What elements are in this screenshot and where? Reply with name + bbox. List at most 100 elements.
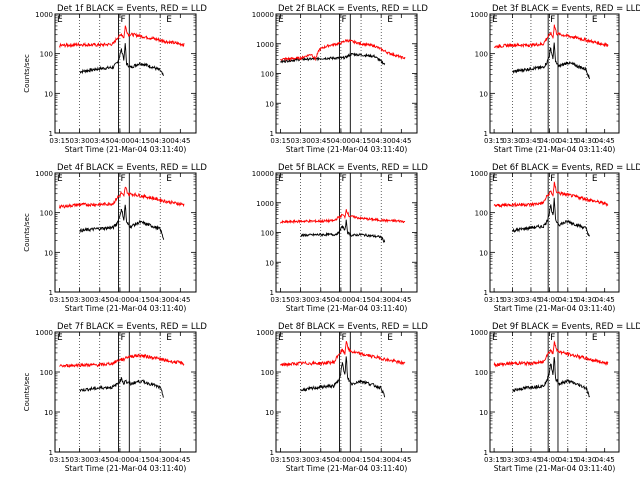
y-tick-label: 1000	[35, 170, 53, 178]
panel-det-5: Det 5f BLACK = Events, RED = LLD 1 10 100 10…	[252, 163, 429, 313]
y-tick-label: 10	[44, 90, 53, 98]
y-tick-label: 10	[265, 100, 274, 108]
lld-series-line	[59, 186, 185, 210]
axes-frame	[54, 13, 197, 134]
x-tick-label: 04:45	[595, 137, 615, 145]
y-tick-label: 100	[40, 210, 53, 218]
x-axis-label: Start Time (21-Mar-04 03:11:40)	[494, 145, 616, 154]
x-tick-label: 04:00	[331, 456, 351, 464]
x-axis-label: Start Time (21-Mar-04 03:11:40)	[65, 145, 187, 154]
y-tick-label: 100	[475, 51, 488, 59]
panel-title: Det 2f BLACK = Events, RED = LLD	[278, 4, 428, 14]
y-tick-label: 1	[484, 449, 488, 457]
x-tick-label: 03:30	[502, 296, 522, 304]
x-tick-label: 03:45	[521, 296, 541, 304]
x-tick-label: 03:15	[270, 296, 290, 304]
interval-letter: E	[492, 333, 498, 343]
axes-frame	[489, 172, 620, 293]
panel-title: Det 1f BLACK = Events, RED = LLD	[57, 4, 207, 14]
y-tick-label: 1000	[256, 41, 274, 49]
panel-title: Det 5f BLACK = Events, RED = LLD	[278, 163, 428, 173]
interval-letter: F	[342, 174, 347, 184]
interval-letter: E	[492, 174, 498, 184]
axes-frame	[275, 172, 418, 293]
y-tick-label: 10	[44, 249, 53, 257]
interval-letter: E	[166, 174, 172, 184]
panel-det-8: Det 8f BLACK = Events, RED = LLD 1 10 100 10…	[256, 322, 428, 473]
y-axis-label: Counts/sec	[23, 373, 31, 412]
x-tick-label: 03:15	[49, 137, 69, 145]
y-axis-label: Counts/sec	[23, 213, 31, 252]
x-tick-label: 04:15	[558, 456, 578, 464]
interval-letter: E	[592, 15, 598, 25]
y-tick-label: 1	[270, 130, 274, 138]
y-tick-label: 10	[479, 90, 488, 98]
x-axis-label: Start Time (21-Mar-04 03:11:40)	[494, 304, 616, 313]
y-tick-label: 10000	[252, 11, 274, 19]
x-tick-label: 03:45	[311, 137, 331, 145]
x-axis-label: Start Time (21-Mar-04 03:11:40)	[286, 304, 408, 313]
y-tick-label: 1	[49, 289, 53, 297]
events-series-line	[280, 52, 386, 66]
y-tick-label: 10	[265, 409, 274, 417]
x-tick-label: 04:15	[130, 296, 150, 304]
interval-letter: E	[166, 333, 172, 343]
x-tick-label: 04:45	[391, 137, 411, 145]
y-tick-label: 100	[40, 51, 53, 59]
events-series-line	[79, 377, 164, 398]
x-tick-label: 03:15	[270, 456, 290, 464]
interval-letter: F	[342, 15, 347, 25]
interval-letter: E	[492, 15, 498, 25]
axes-frame	[54, 331, 197, 453]
x-tick-label: 03:45	[90, 137, 110, 145]
lld-series-line	[280, 209, 406, 224]
x-tick-label: 03:45	[311, 456, 331, 464]
interval-letter: F	[121, 15, 126, 25]
lld-series-line	[493, 24, 609, 49]
panel-title: Det 4f BLACK = Events, RED = LLD	[57, 163, 207, 173]
panel-title: Det 7f BLACK = Events, RED = LLD	[57, 322, 207, 332]
x-tick-label: 03:15	[270, 137, 290, 145]
interval-letter: E	[278, 15, 284, 25]
axes-frame	[275, 331, 418, 453]
x-tick-label: 03:30	[70, 137, 90, 145]
lld-series-line	[493, 340, 609, 368]
y-tick-label: 10	[479, 409, 488, 417]
x-tick-label: 03:15	[49, 456, 69, 464]
events-series-line	[512, 356, 590, 398]
x-tick-label: 04:00	[110, 456, 130, 464]
x-tick-label: 04:15	[351, 456, 371, 464]
x-tick-label: 04:30	[371, 137, 391, 145]
axes-frame	[54, 172, 197, 293]
events-series-line	[512, 197, 590, 237]
interval-letter: E	[57, 333, 63, 343]
x-axis-label: Start Time (21-Mar-04 03:11:40)	[65, 304, 187, 313]
events-series-line	[79, 43, 164, 77]
interval-letter: F	[121, 174, 126, 184]
y-tick-label: 1000	[256, 329, 274, 337]
x-tick-label: 03:15	[484, 456, 504, 464]
interval-letter: E	[166, 15, 172, 25]
x-axis-label: Start Time (21-Mar-04 03:11:40)	[286, 464, 408, 473]
x-tick-label: 03:30	[70, 456, 90, 464]
axes-frame	[489, 13, 620, 134]
panel-det-9: Det 9f BLACK = Events, RED = LLD 1 10 100 10…	[470, 322, 640, 473]
x-axis-label: Start Time (21-Mar-04 03:11:40)	[494, 464, 616, 473]
interval-letter: E	[387, 333, 393, 343]
y-tick-label: 100	[475, 210, 488, 218]
y-tick-label: 1000	[35, 11, 53, 19]
x-tick-label: 04:00	[539, 296, 559, 304]
axes-frame	[489, 331, 620, 453]
y-tick-label: 10	[265, 259, 274, 267]
lld-series-line	[280, 38, 406, 62]
events-series-line	[512, 42, 590, 80]
x-tick-label: 03:15	[484, 137, 504, 145]
y-tick-label: 100	[261, 369, 274, 377]
panel-det-3: Det 3f BLACK = Events, RED = LLD 1 10 100 10…	[470, 4, 640, 154]
x-axis-label: Start Time (21-Mar-04 03:11:40)	[286, 145, 408, 154]
x-tick-label: 04:45	[391, 296, 411, 304]
x-tick-label: 03:15	[484, 296, 504, 304]
panel-title: Det 9f BLACK = Events, RED = LLD	[492, 322, 640, 332]
y-tick-label: 1000	[470, 11, 488, 19]
x-tick-label: 04:00	[539, 137, 559, 145]
